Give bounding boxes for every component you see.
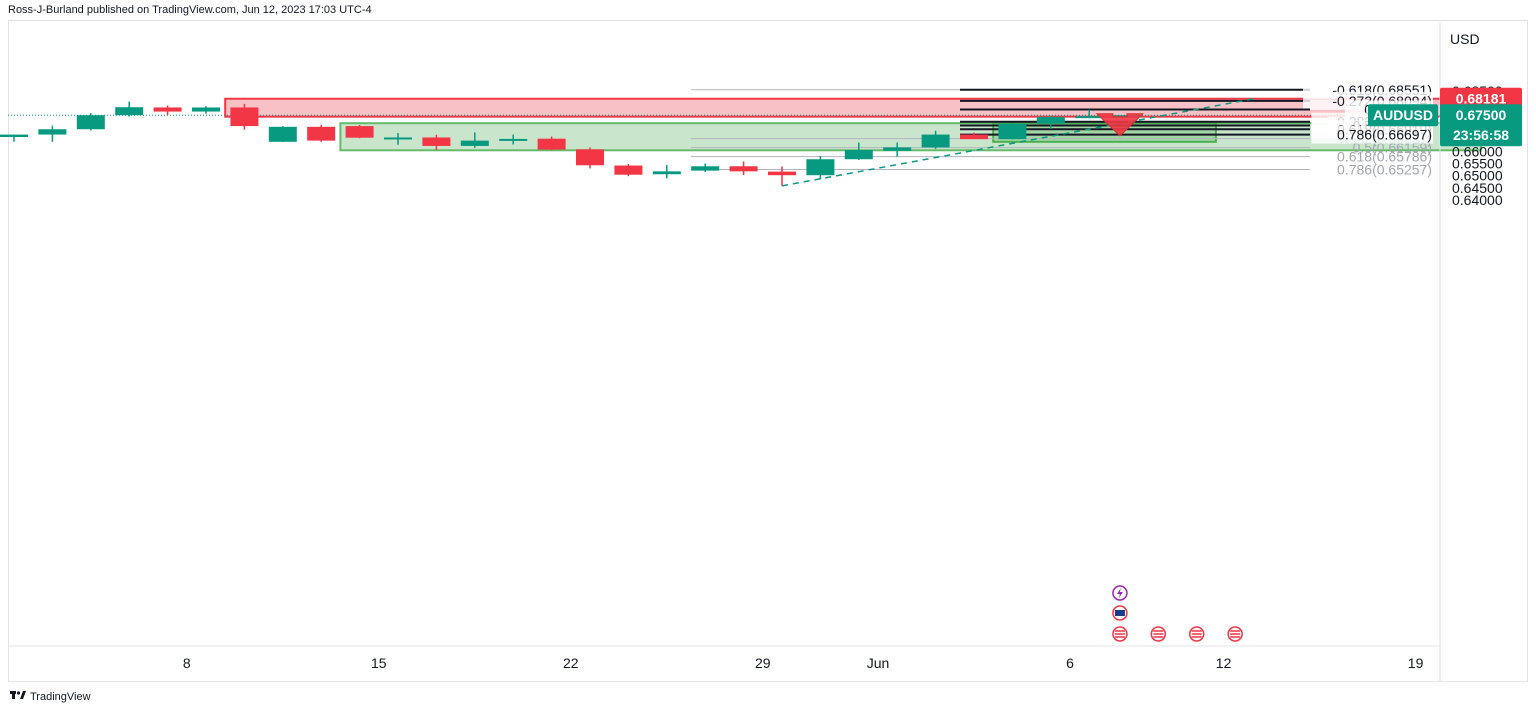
fib-main-label: 0.786(0.66697) [1337,127,1432,143]
y-tick-label: 0.64000 [1452,192,1503,208]
candles-layer [0,101,1142,186]
candle-body [0,134,28,137]
x-tick-label: Jun [867,655,890,671]
candle-body [1036,116,1065,124]
candle-body [921,134,950,148]
x-tick-label: 19 [1408,655,1424,671]
y-tick-label: 0.66000 [1452,144,1503,160]
candle-body [230,107,259,127]
candle-body [307,126,336,141]
currency-label: USD [1450,31,1480,47]
candle-body [192,107,220,112]
fib-faint-label: 0.618(0.65786) [1337,149,1432,165]
candle-body [384,137,412,140]
down-arrow-icon [1095,113,1145,137]
x-tick-label: 6 [1066,655,1074,671]
candle-body [1075,116,1104,119]
candle-body [652,171,681,175]
candle-body [729,166,758,172]
fib-faint-label: 0.786(0.65257) [1337,161,1432,177]
candle-body [345,126,374,138]
candle-body [38,129,67,135]
us-flag-icon [1188,626,1205,642]
candle-body [614,165,643,175]
trendline-layer [781,97,1255,187]
zone-top-price-label: 0.68181 [1456,91,1507,107]
trendline [781,97,1255,187]
candle-body [883,147,912,151]
x-tick-label: 8 [183,655,191,671]
time-axis[interactable]: 8 15 22 29 Jun 6 12 19 [8,645,1440,671]
tradingview-logo-icon [10,690,26,703]
us-flag-icon [1150,626,1167,642]
us-flag-icon [1112,626,1128,642]
candle-body [537,138,566,150]
last-price-tag [1440,104,1522,147]
candle-body [768,171,796,176]
tradingview-footer[interactable]: TradingView [10,690,91,703]
candle-body [844,150,873,160]
candle-body [998,123,1027,140]
symbol-tag [1368,104,1438,127]
candle-body [499,138,528,141]
candle-body [460,140,489,146]
candle-body [960,134,988,140]
chart-frame[interactable] [8,20,1528,682]
last-price-label: 0.67500 [1456,107,1507,123]
candle-body [806,159,835,176]
publish-info: Ross-J-Burland published on TradingView.… [8,4,372,16]
lightning-icon [1112,585,1128,601]
tradingview-brand: TradingView [30,690,91,703]
candle-body [576,149,604,166]
y-tick-label: 0.65500 [1452,156,1503,172]
x-tick-label: 15 [371,655,387,671]
candle-body [115,107,144,116]
y-tick-label: 0.64500 [1452,180,1503,196]
australia-flag-icon [1112,605,1128,621]
price-tags: 0.68181 AUDUSD 0.67500 23:56:58 [1368,87,1522,147]
candlestick-chart[interactable]: -0.272(0.68552)0.382(0.66531)0.5(0.66159… [0,0,1536,690]
candle-body [76,115,105,130]
support-zone [339,122,1482,152]
candle-body [153,107,182,112]
fib-target-zone [992,122,1217,143]
candle-body [268,126,297,142]
x-tick-label: 12 [1216,655,1232,671]
fib-faint-label: 0.5(0.66159) [1353,140,1432,156]
x-tick-label: 29 [755,655,771,671]
x-tick-label: 22 [563,655,579,671]
candle-body [422,137,451,146]
y-tick-label: 0.65000 [1452,168,1503,184]
countdown-label: 23:56:58 [1453,127,1509,143]
us-flag-icon [1227,626,1243,642]
annotation-layer [1095,113,1243,642]
candle-body [691,166,720,171]
symbol-label: AUDUSD [1373,107,1433,123]
fib-label-bg [1311,125,1433,144]
